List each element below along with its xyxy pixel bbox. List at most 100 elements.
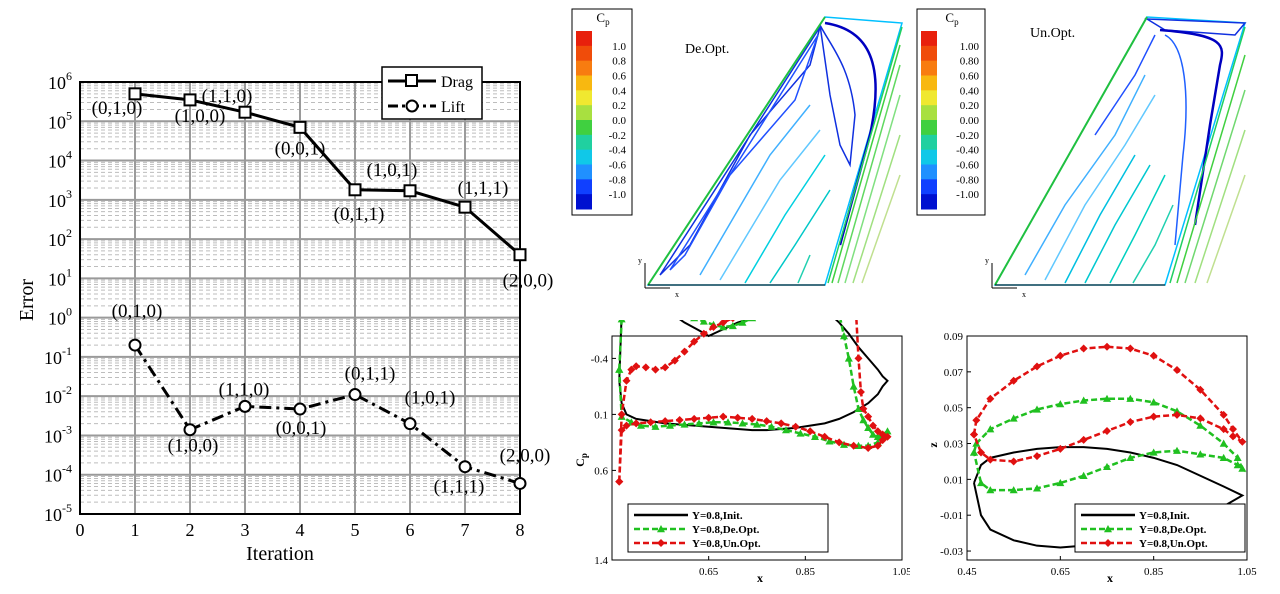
series-line [618,320,889,448]
data-point [690,320,699,322]
contour-cyan-3 [744,154,826,284]
point-label: (2,0,0) [500,445,551,466]
p1-xlabel: Iteration [246,543,314,565]
y-tick-label: 104 [48,148,72,172]
cp-colorbar-unopt: Cp 1.00 0.80 0.60 0.40 0.20 0.00 -0.20 -0.40 -0.… [916,8,986,216]
data-point [986,455,995,464]
colorbar-label: 0.8 [612,56,626,68]
contour-green-3 [837,64,901,284]
y-tick-label: 100 [48,305,72,329]
data-point [1149,412,1158,421]
colorbar-swatch [921,75,937,91]
data-point [854,404,863,412]
data-point [791,422,800,431]
data-point [709,418,718,426]
contour-blue-2 [1159,28,1224,226]
data-point [666,421,674,429]
y-tick-label: 105 [48,108,72,132]
data-point [1009,414,1018,422]
p1-legend-box [381,66,483,120]
contour-teal-1 [797,254,811,284]
data-point [986,394,995,403]
cp-colorbar-deopt: Cp 1.0 0.8 0.6 0.4 0.2 0.0 -0.2 -0.4 -0.6 -0.8 -1.… [571,8,633,216]
data-point [724,418,732,426]
contour-blue-3 [819,24,856,168]
point-label: (1,0,1) [367,160,418,181]
y-tick-label: 0.01 [944,474,963,486]
contour-cyan-4 [1084,164,1151,284]
contour-blue-4 [1164,34,1187,246]
data-point [1149,448,1158,456]
x-tick-label: 0 [76,520,85,540]
contour-cyan-1 [1024,74,1146,276]
point-label: (1,0,0) [168,436,219,457]
colorbar-label: 0.6 [612,71,626,83]
error-convergence-chart: 0 1 2 3 4 5 6 7 8 106 105 104 103 102 101 100 10-1 10-2 10… [16,66,553,565]
axis-triad-y: y [985,256,989,265]
data-point [864,412,873,421]
point-label: (1,0,1) [405,388,456,409]
colorbar-swatch [921,60,937,76]
colorbar-label: 0.0 [612,115,626,127]
data-point [878,436,887,445]
data-point [1173,410,1181,419]
legend-label: Y=0.8,Un.Opt. [1139,538,1208,550]
data-point [690,337,699,346]
data-point [856,388,865,396]
colorbar-swatch [921,179,937,195]
contour-cyan-2 [719,129,821,281]
x-tick-label: 8 [516,520,525,540]
airfoil-geometry-chart: 0.45 0.65 0.85 1.05 0.09 0.07 0.05 0.03 0.01 -0.0… [926,331,1257,585]
point-label: (0,0,1) [275,138,326,159]
colorbar-swatch [921,194,937,210]
data-point-lift [458,460,472,474]
data-point [1149,351,1158,360]
data-point [1196,421,1205,429]
y-tick-label: 102 [48,226,72,250]
colorbar-swatch [921,45,937,62]
data-point [1126,394,1135,402]
legend-label: Y=0.8,Init. [1139,510,1190,522]
legend-marker [1104,539,1112,547]
y-tick-label: 10-5 [44,501,72,525]
data-point [1126,418,1135,427]
x-tick-label: 2 [186,520,195,540]
data-point [1229,425,1237,434]
data-point [738,419,747,427]
legend-marker [1104,525,1112,533]
data-point-lift [403,417,417,431]
cb1-labels: 1.0 0.8 0.6 0.4 0.2 0.0 -0.2 -0.4 -0.6 -0.8 -1.0 [609,41,627,201]
colorbar-swatch [576,120,592,136]
contour-cyan-3 [1064,154,1136,284]
wing-planform-deopt [646,16,903,286]
colorbar-swatch [576,194,592,210]
axis-triad-x: x [675,290,679,299]
x-tick-label: 1.05 [892,566,910,578]
data-point [641,363,650,372]
point-label: (1,1,1) [434,477,485,498]
data-point [986,486,995,494]
axis-triad-deopt: y x [638,256,679,299]
plot-frame [966,335,1248,561]
data-point [869,421,877,430]
data-point [753,420,761,428]
colorbar-swatch [576,179,592,195]
data-point [1229,432,1237,441]
data-point [782,426,790,434]
wing-contours [647,16,903,286]
data-point [1196,414,1205,423]
data-point [849,382,858,390]
contour-cyan-1 [699,104,811,276]
data-point [835,438,844,447]
data-point [632,362,641,371]
data-point [1219,425,1228,434]
data-point [986,425,995,433]
wing-contours [994,16,1247,286]
data-point [1056,351,1065,360]
contour-green-4 [1194,129,1246,284]
series-line-drag [134,92,521,256]
data-point [1079,344,1088,353]
x-tick-label: 0.65 [1051,566,1071,578]
data-point [1056,444,1065,453]
data-point [617,320,626,323]
